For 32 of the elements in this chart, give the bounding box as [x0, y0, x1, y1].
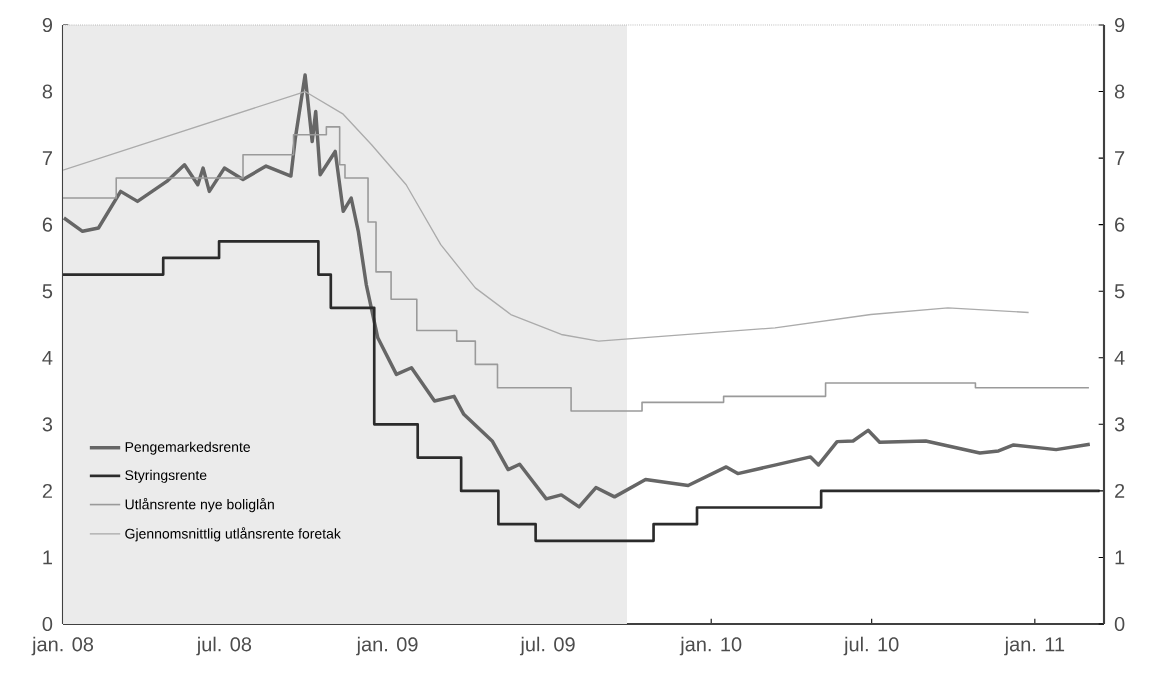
y2-tick-label: 2 — [42, 483, 52, 498]
y-tick-label: 9 — [1114, 17, 1125, 33]
y-tick-label: 1 — [1115, 550, 1125, 565]
legend-label: Pengemarkedsrente — [125, 441, 251, 455]
line-series — [63, 90, 1030, 342]
y2-tick-label: 7 — [42, 151, 52, 165]
y2-tick-label: 6 — [42, 217, 53, 232]
x-tick-label: jul. 09 — [519, 636, 575, 656]
y2-tick-label: 3 — [42, 417, 53, 432]
legend-label: Styringsrente — [125, 469, 207, 483]
legend-label: Gjennomsnittlig utlånsrente foretak — [125, 527, 341, 542]
y2-tick-label: 1 — [43, 550, 52, 565]
y2-tick-label: 4 — [42, 350, 53, 365]
x-tick-label: jan. 08 — [31, 636, 94, 656]
x-tick-label: jul. 08 — [196, 636, 252, 656]
y2-tick-label: 9 — [42, 17, 53, 33]
y-tick-label: 2 — [1115, 483, 1125, 498]
x-tick-label: jan. 11 — [1004, 636, 1065, 656]
y-tick-label: 7 — [1115, 151, 1125, 165]
legend-label: Utlånsrente nye boliglån — [125, 497, 274, 513]
y-tick-label: 4 — [1114, 350, 1125, 365]
y-tick-label: 5 — [1114, 284, 1125, 299]
y2-tick-label: 0 — [42, 616, 53, 632]
y-tick-label: 6 — [1115, 217, 1125, 232]
y-tick-label: 8 — [1114, 84, 1125, 99]
y2-tick-label: 8 — [42, 84, 53, 99]
x-tick-label: jan. 09 — [356, 636, 418, 656]
y-tick-label: 3 — [1114, 417, 1125, 432]
y2-tick-label: 5 — [42, 284, 53, 299]
x-tick-label: jul. 10 — [843, 636, 899, 656]
y-tick-label: 0 — [1114, 616, 1125, 632]
x-tick-label: jan. 10 — [679, 636, 742, 656]
